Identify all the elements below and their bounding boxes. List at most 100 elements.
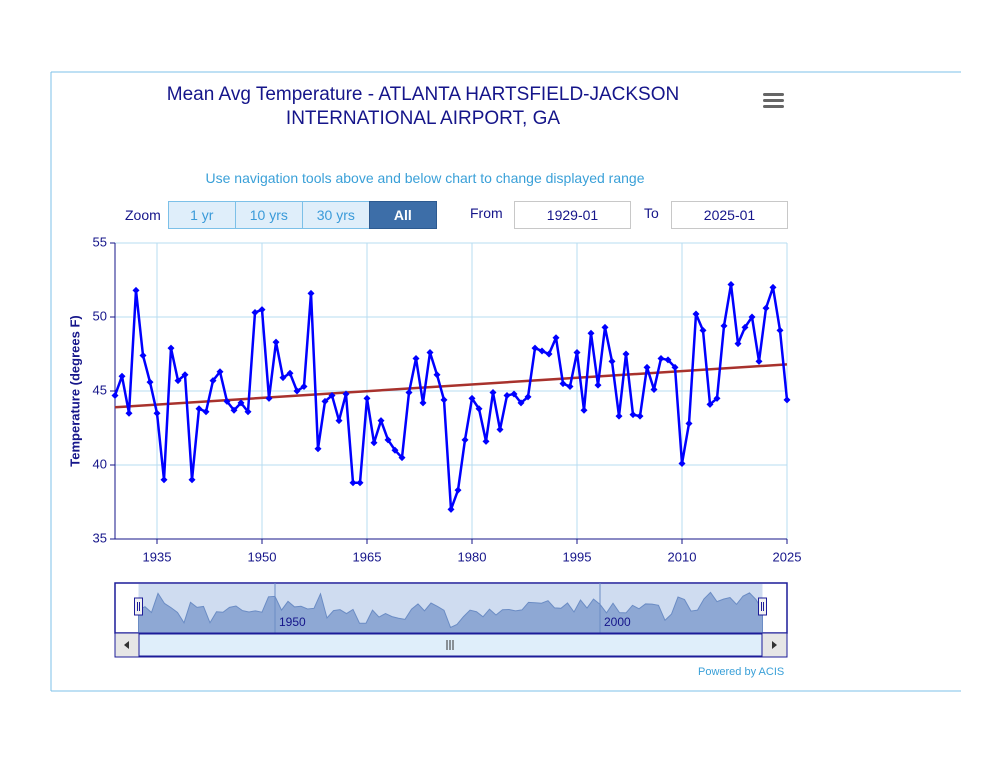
point-marker [307, 289, 315, 297]
y-tick-label: 55 [93, 234, 107, 249]
point-marker [139, 351, 147, 359]
from-label: From [470, 205, 503, 221]
point-marker [440, 396, 448, 404]
chart-subtitle: Use navigation tools above and below cha… [205, 170, 645, 186]
point-marker [195, 405, 203, 413]
arrow-left [124, 641, 129, 649]
point-marker [153, 409, 161, 417]
point-marker [314, 445, 322, 453]
point-marker [531, 344, 539, 352]
point-marker [503, 391, 511, 399]
point-marker [559, 380, 567, 388]
point-marker [741, 323, 749, 331]
point-marker [335, 417, 343, 425]
zoom-button[interactable]: 1 yr [167, 201, 236, 229]
point-marker [552, 334, 560, 342]
point-marker [510, 390, 518, 398]
to-input[interactable]: 2025-01 [671, 201, 788, 229]
point-marker [419, 399, 427, 407]
series-line [113, 283, 789, 511]
point-marker [762, 304, 770, 312]
point-marker [202, 408, 210, 416]
zoom-label: Zoom [125, 207, 161, 223]
point-marker [678, 460, 686, 468]
point-marker [657, 354, 665, 362]
point-marker [223, 397, 231, 405]
point-marker [328, 391, 336, 399]
zoom-controls: Zoom 1 yr 10 yrs 30 yrs All [125, 201, 437, 229]
zoom-button[interactable]: All [368, 201, 437, 229]
point-marker [566, 383, 574, 391]
point-marker [356, 479, 364, 487]
point-marker [643, 363, 651, 371]
point-marker [734, 340, 742, 348]
navigator-handle[interactable] [134, 597, 143, 616]
point-marker [594, 381, 602, 389]
point-marker [258, 306, 266, 314]
point-marker [629, 411, 637, 419]
to-label: To [644, 205, 659, 221]
navigator-tick-label: 2000 [604, 615, 631, 629]
menu-bar [763, 99, 784, 102]
point-marker [384, 436, 392, 444]
point-marker [748, 313, 756, 321]
point-marker [692, 310, 700, 318]
x-tick-label: 1980 [458, 549, 487, 564]
from-input[interactable]: 1929-01 [514, 201, 631, 229]
credits[interactable]: Powered by ACIS [698, 666, 785, 678]
point-marker [174, 377, 182, 385]
point-marker [776, 326, 784, 334]
zoom-button[interactable]: 30 yrs [301, 201, 370, 229]
point-marker [146, 378, 154, 386]
plot-area: 35 40 45 50 55 1935 1950 1965 1980 1995 2010 2025 Te… [67, 234, 801, 564]
point-marker [699, 326, 707, 334]
point-marker [300, 383, 308, 391]
point-marker [251, 309, 259, 317]
x-tick-label: 1950 [248, 549, 277, 564]
point-marker [433, 371, 441, 379]
point-marker [426, 349, 434, 357]
point-marker [685, 420, 693, 428]
point-marker [181, 371, 189, 379]
point-marker [636, 412, 644, 420]
point-marker [769, 283, 777, 291]
point-marker [447, 505, 455, 513]
point-marker [713, 394, 721, 402]
point-marker [650, 386, 658, 394]
menu-icon[interactable] [763, 93, 784, 108]
point-marker [321, 397, 329, 405]
point-marker [671, 363, 679, 371]
point-marker [125, 409, 133, 417]
x-tick-label: 1965 [353, 549, 382, 564]
point-marker [412, 354, 420, 362]
chart-title: Mean Avg Temperature - ATLANTA HARTSFIEL… [166, 84, 680, 129]
point-marker [377, 417, 385, 425]
point-marker [111, 391, 119, 399]
x-tick-label: 1995 [563, 549, 592, 564]
x-tick-label: 2025 [773, 549, 802, 564]
point-marker [587, 329, 595, 337]
point-marker [706, 400, 714, 408]
point-marker [398, 454, 406, 462]
point-marker [615, 412, 623, 420]
point-marker [475, 405, 483, 413]
point-marker [209, 377, 217, 385]
point-marker [720, 322, 728, 330]
point-marker [489, 388, 497, 396]
point-marker [517, 399, 525, 407]
x-tick-label: 2010 [668, 549, 697, 564]
zoom-button[interactable]: 10 yrs [234, 201, 303, 229]
point-marker [601, 323, 609, 331]
point-marker [237, 399, 245, 407]
point-marker [664, 356, 672, 364]
point-marker [244, 408, 252, 416]
arrow-right [772, 641, 777, 649]
point-marker [755, 357, 763, 365]
navigator-handle[interactable] [758, 597, 767, 616]
y-tick-label: 50 [93, 308, 107, 323]
point-marker [622, 350, 630, 358]
y-tick-label: 45 [93, 382, 107, 397]
point-marker [349, 479, 357, 487]
